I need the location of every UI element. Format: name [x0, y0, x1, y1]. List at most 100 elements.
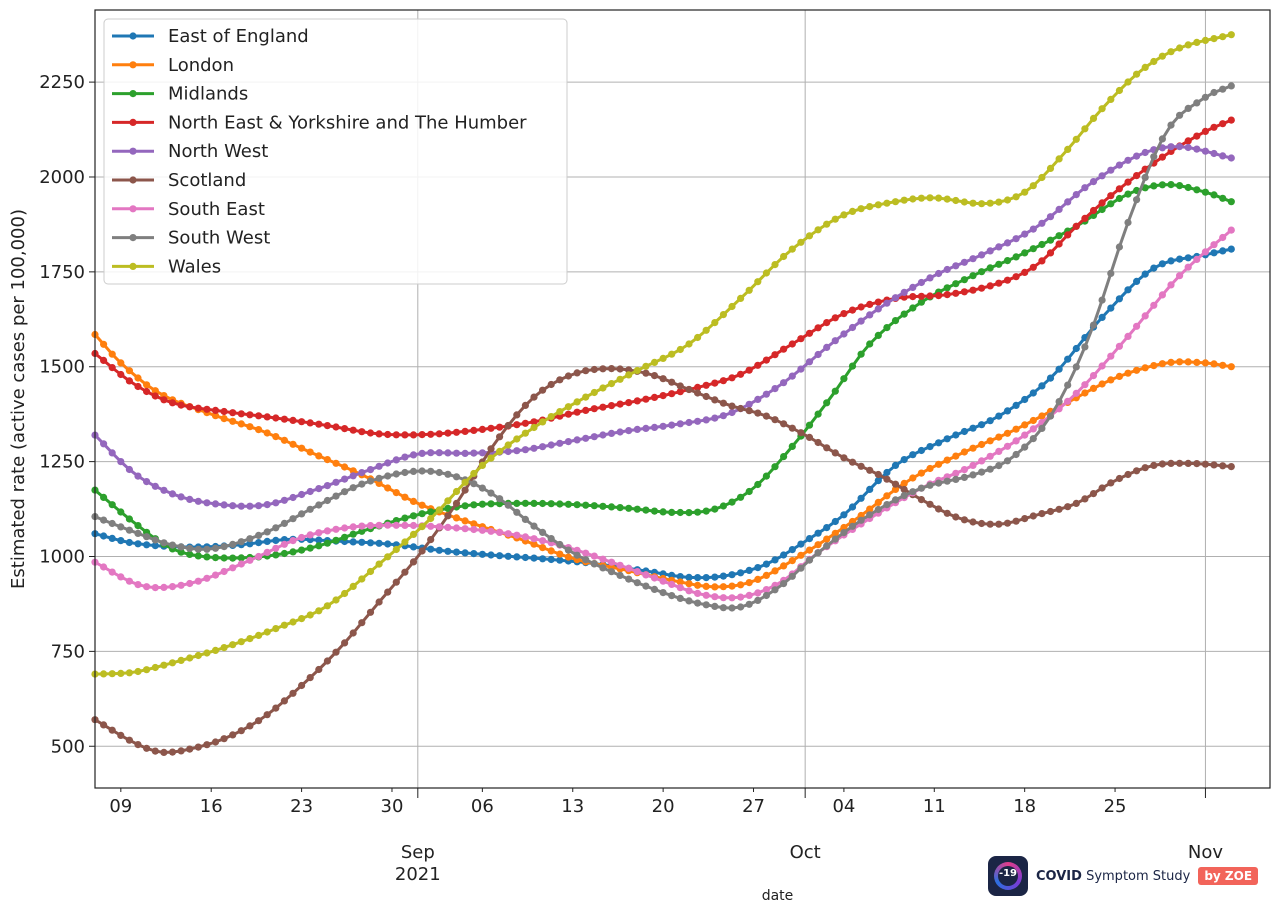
data-point: [496, 552, 504, 560]
data-point: [203, 741, 211, 749]
data-point: [917, 278, 926, 287]
data-point: [952, 475, 960, 483]
data-point: [392, 521, 400, 529]
data-point: [427, 536, 435, 544]
series-1: [91, 330, 1235, 591]
data-point: [168, 583, 177, 591]
data-point: [1124, 218, 1132, 227]
data-point: [616, 365, 624, 373]
data-point: [711, 396, 719, 404]
data-point: [1176, 459, 1184, 467]
data-point: [797, 365, 805, 373]
data-point: [745, 407, 753, 415]
data-point: [125, 736, 133, 744]
data-point: [719, 502, 728, 510]
data-point: [341, 475, 349, 483]
data-point: [134, 540, 142, 548]
data-point: [409, 497, 418, 505]
data-point: [728, 582, 736, 590]
data-point: [883, 299, 891, 307]
data-point: [151, 392, 159, 400]
data-point: [676, 573, 684, 581]
data-point: [719, 399, 728, 407]
data-point: [823, 399, 831, 407]
data-point: [358, 619, 366, 627]
data-point: [547, 441, 555, 449]
data-point: [384, 521, 392, 529]
data-point: [805, 433, 814, 441]
data-point: [143, 666, 151, 674]
data-point: [306, 531, 314, 539]
data-point: [1124, 470, 1132, 479]
data-point: [762, 560, 771, 568]
data-point: [375, 539, 383, 547]
legend-marker: [129, 118, 137, 126]
legend: East of England London Midlands North East …: [103, 18, 568, 285]
data-point: [478, 425, 486, 433]
data-point: [1158, 153, 1166, 161]
data-point: [211, 412, 220, 420]
data-point: [203, 553, 211, 561]
x-tick-label: 04: [832, 796, 855, 817]
data-point: [134, 667, 142, 676]
data-point: [995, 260, 1003, 268]
data-point: [814, 529, 822, 537]
data-point: [1098, 362, 1106, 370]
data-point: [1115, 372, 1123, 380]
data-point: [349, 472, 357, 480]
legend-marker: [129, 147, 137, 155]
data-point: [891, 480, 900, 488]
data-point: [470, 520, 478, 528]
data-point: [151, 747, 159, 755]
data-point: [1150, 362, 1158, 370]
data-point: [409, 543, 418, 551]
series-0: [91, 245, 1235, 582]
data-point: [659, 392, 667, 400]
data-point: [246, 502, 254, 510]
data-point: [702, 392, 710, 401]
data-point: [1107, 95, 1115, 103]
data-point: [1064, 231, 1072, 239]
data-point: [582, 501, 590, 509]
data-point: [556, 540, 564, 549]
data-point: [521, 499, 530, 507]
data-point: [1184, 41, 1192, 49]
data-point: [547, 535, 555, 543]
data-point: [306, 505, 314, 513]
data-point: [1167, 143, 1175, 151]
data-point: [737, 370, 745, 378]
data-point: [504, 530, 512, 538]
data-point: [444, 523, 452, 532]
data-point: [1133, 172, 1141, 180]
data-point: [358, 480, 366, 488]
data-point: [917, 298, 926, 306]
data-point: [711, 414, 719, 422]
data-point: [943, 291, 951, 299]
data-point: [883, 501, 891, 509]
data-point: [840, 310, 848, 318]
data-point: [151, 387, 159, 395]
data-point: [323, 602, 331, 610]
data-point: [392, 489, 400, 497]
data-point: [1219, 462, 1227, 470]
data-point: [943, 284, 951, 292]
data-point: [203, 499, 211, 507]
data-point: [160, 661, 168, 669]
data-point: [487, 527, 495, 535]
data-point: [444, 547, 452, 555]
data-point: [487, 500, 495, 508]
data-point: [100, 563, 108, 571]
data-point: [676, 508, 684, 517]
data-point: [711, 593, 719, 601]
data-point: [986, 199, 994, 207]
data-point: [625, 399, 633, 407]
data-point: [255, 426, 263, 434]
data-point: [1055, 240, 1063, 248]
data-point: [409, 521, 418, 530]
data-point: [935, 479, 943, 487]
data-point: [1193, 132, 1201, 140]
data-point: [289, 537, 297, 545]
data-point: [633, 425, 641, 433]
data-point: [780, 252, 788, 261]
data-point: [1184, 104, 1192, 112]
